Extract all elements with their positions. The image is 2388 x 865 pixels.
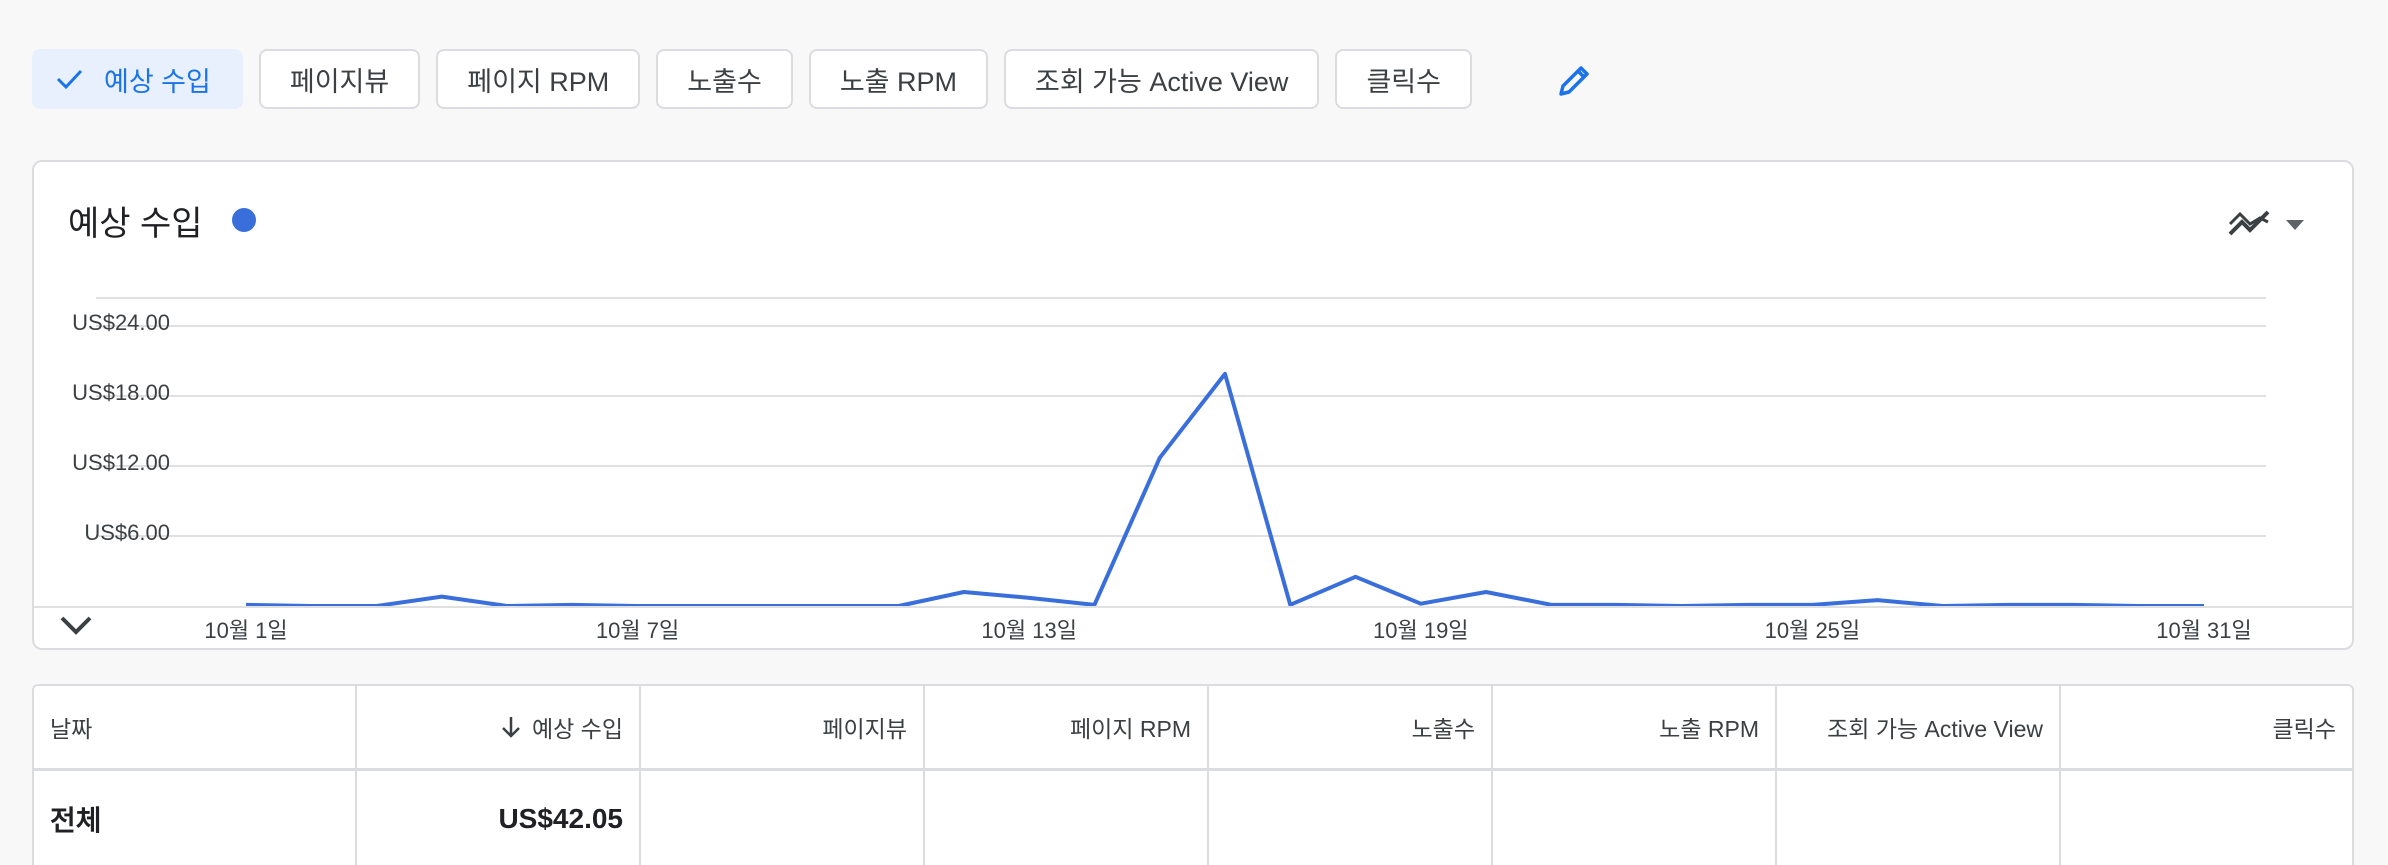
chip-pageviews[interactable]: 페이지뷰 xyxy=(258,49,421,109)
x-tick-label: 10월 25일 xyxy=(1765,618,1861,643)
x-tick-label: 10월 7일 xyxy=(596,618,679,643)
chip-impression-rpm[interactable]: 노출 RPM xyxy=(808,49,988,109)
y-tick-label: US$18.00 xyxy=(72,380,170,405)
column-header-pageviews[interactable]: 페이지뷰 xyxy=(641,686,925,768)
chart-type-button[interactable] xyxy=(2228,206,2314,242)
column-header-page-rpm[interactable]: 페이지 RPM xyxy=(925,686,1209,768)
column-label: 날짜 xyxy=(50,716,93,742)
column-header-estimated-earnings[interactable]: 예상 수입 xyxy=(357,686,641,768)
arrow-down-icon xyxy=(502,717,520,738)
column-label: 노출 RPM xyxy=(1659,716,1759,742)
total-page-rpm xyxy=(925,771,1209,865)
metric-chips: 예상 수입 페이지뷰 페이지 RPM 노출수 노출 RPM 조회 가능 Acti… xyxy=(32,47,1488,111)
x-axis-strip xyxy=(34,606,2352,608)
total-active-view-viewable xyxy=(1777,771,2061,865)
column-label: 예상 수입 xyxy=(531,716,623,742)
trend-line-icon xyxy=(2228,210,2304,236)
chip-label: 페이지뷰 xyxy=(289,66,390,97)
chart-title: 예상 수입 xyxy=(68,205,203,243)
y-tick-label: US$12.00 xyxy=(72,450,170,475)
total-impression-rpm xyxy=(1493,771,1777,865)
chip-active-view-viewable[interactable]: 조회 가능 Active View xyxy=(1004,49,1320,109)
total-clicks xyxy=(2061,771,2352,865)
column-header-impression-rpm[interactable]: 노출 RPM xyxy=(1493,686,1777,768)
column-label: 페이지 RPM xyxy=(1070,716,1191,742)
pencil-icon[interactable] xyxy=(1553,58,1597,102)
chip-label: 노출 RPM xyxy=(839,66,957,97)
x-tick-label: 10월 13일 xyxy=(981,618,1077,643)
chip-label: 클릭수 xyxy=(1366,66,1441,97)
x-tick-label: 10월 1일 xyxy=(204,618,287,643)
table-header-row: 날짜 예상 수입 페이지뷰 페이지 RPM 노출수 노출 RPM 조회 가능 A… xyxy=(34,686,2352,771)
total-label: 전체 xyxy=(34,771,357,865)
column-label: 페이지뷰 xyxy=(822,716,907,742)
earnings-line-chart: US$6.00 US$12.00 US$18.00 US$24.00 10월 1일 10월… xyxy=(72,297,2266,643)
column-header-active-view-viewable[interactable]: 조회 가능 Active View xyxy=(1777,686,2061,768)
column-header-clicks[interactable]: 클릭수 xyxy=(2061,686,2352,768)
y-tick-label: US$24.00 xyxy=(72,310,170,335)
column-label: 노출수 xyxy=(1411,716,1475,742)
y-tick-label: US$6.00 xyxy=(84,520,170,545)
series-line-estimated-earnings xyxy=(245,371,2204,608)
column-header-date[interactable]: 날짜 xyxy=(34,686,357,768)
total-estimated-earnings: US$42.05 xyxy=(357,771,641,865)
column-label: 조회 가능 Active View xyxy=(1827,716,2043,742)
total-impressions xyxy=(1209,771,1493,865)
chevron-down-icon[interactable] xyxy=(56,610,96,642)
chip-page-rpm[interactable]: 페이지 RPM xyxy=(436,49,641,109)
chip-estimated-earnings[interactable]: 예상 수입 xyxy=(32,49,243,109)
x-tick-label: 10월 19일 xyxy=(1373,618,1469,643)
x-tick-label: 10월 31일 xyxy=(2156,618,2252,643)
earnings-chart-card: 예상 수입 US$6.00 US$12.00 US$18.00 US$24.00 10월… xyxy=(32,160,2354,650)
column-header-impressions[interactable]: 노출수 xyxy=(1209,686,1493,768)
chip-label: 노출수 xyxy=(687,66,762,97)
chip-label: 페이지 RPM xyxy=(467,66,610,97)
check-icon xyxy=(54,64,84,94)
chip-clicks[interactable]: 클릭수 xyxy=(1335,49,1472,109)
chip-label: 예상 수입 xyxy=(104,66,211,97)
report-table: 날짜 예상 수입 페이지뷰 페이지 RPM 노출수 노출 RPM 조회 가능 A… xyxy=(32,684,2354,865)
table-row-total: 전체 US$42.05 xyxy=(34,771,2352,865)
chip-impressions[interactable]: 노출수 xyxy=(656,49,793,109)
series-legend-dot xyxy=(232,208,256,232)
column-label: 클릭수 xyxy=(2272,716,2336,742)
total-pageviews xyxy=(641,771,925,865)
chip-label: 조회 가능 Active View xyxy=(1035,66,1289,97)
caret-down-icon xyxy=(2286,220,2304,230)
